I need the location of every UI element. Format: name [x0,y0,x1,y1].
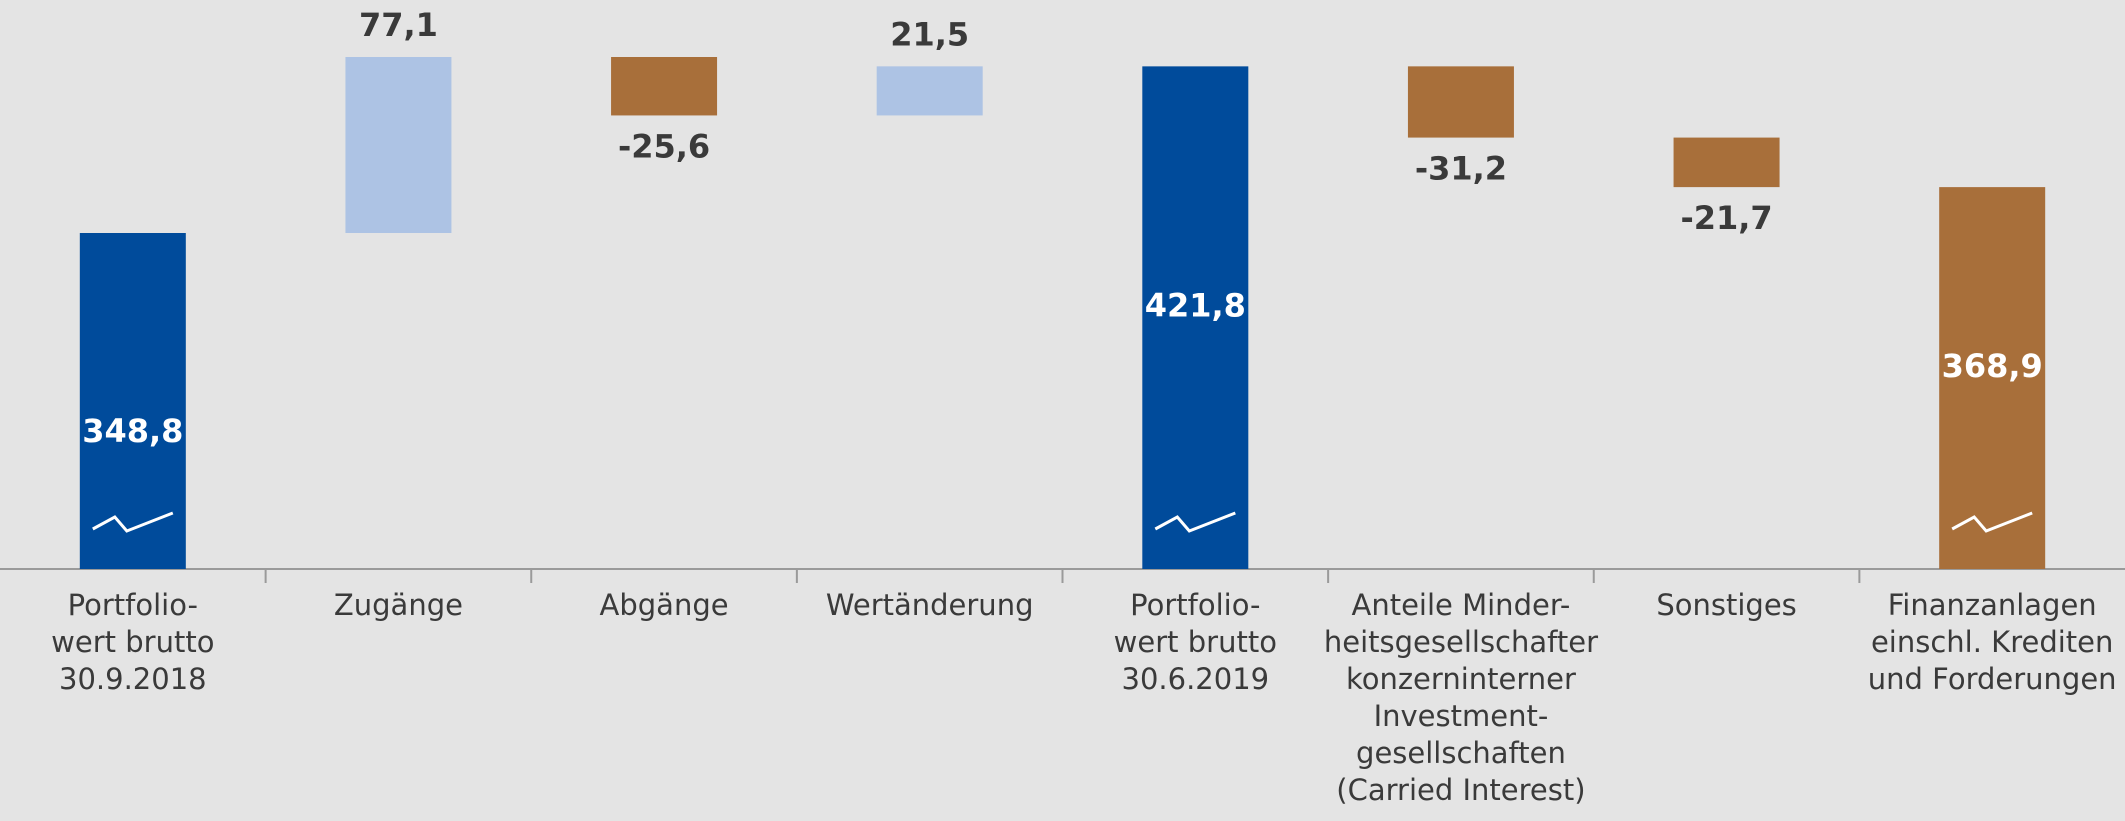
bar [345,57,452,233]
x-tick-label: Abgänge [600,588,729,622]
axis-break [1951,511,2033,533]
x-tick-label-line: Anteile Minder- [1352,588,1571,622]
x-tick-label-line: Finanzanlagen [1888,588,2097,622]
x-tick-label: Wertänderung [826,588,1034,622]
x-tick-label: Anteile Minder-heitsgesellschafter konzer… [1324,588,1598,807]
x-tick-label-line: gesellschaften [1356,736,1566,770]
value-label: -31,2 [1415,150,1507,188]
value-label: -21,7 [1680,199,1772,237]
bar [876,66,983,116]
x-tick-label-line: wert brutto [51,625,214,659]
bar [1407,66,1514,138]
x-tick-label-line: heitsgesellschafter [1324,625,1598,659]
bar [1673,137,1780,188]
bar [1939,187,2046,569]
x-tick-label-line: 30.9.2018 [59,662,207,696]
axis-break [1154,511,1236,533]
x-tick-label: Portfolio-wert brutto 30.9.2018 [51,588,214,696]
value-label: 21,5 [890,15,969,53]
value-label: 368,9 [1942,347,2043,385]
value-label: -25,6 [618,127,710,165]
x-tick-label: Sonstiges [1656,588,1796,622]
x-tick-label-line: einschl. Krediten [1871,625,2113,659]
x-tick-label-line: Zugänge [334,588,463,622]
x-tick-label-line: Wertänderung [826,588,1034,622]
x-tick-label-line: konzerninterner [1346,662,1576,696]
x-tick-label: Zugänge [334,588,463,622]
x-tick-label-line: Sonstiges [1656,588,1796,622]
bar [79,233,186,569]
x-tick-label-line: 30.6.2019 [1122,662,1270,696]
value-label: 77,1 [359,6,438,44]
x-tick-label-line: Portfolio- [1130,588,1260,622]
x-tick-label-line: Investment- [1374,699,1549,733]
axis-break [92,511,174,533]
x-tick-label-line: und Forderungen [1868,662,2117,696]
x-tick-label-line: Abgänge [600,588,729,622]
x-tick-label: Portfolio-wert brutto 30.6.2019 [1114,588,1277,696]
x-tick-label-line: Portfolio- [68,588,198,622]
x-tick-label-line: (Carried Interest) [1336,773,1585,807]
x-tick-label: Finanzanlagen einschl. Krediten und Forder… [1868,588,2117,696]
bar [611,57,718,116]
x-tick-label-line: wert brutto [1114,625,1277,659]
value-label: 421,8 [1145,287,1246,325]
bar [1142,66,1249,569]
value-label: 348,8 [82,412,183,450]
